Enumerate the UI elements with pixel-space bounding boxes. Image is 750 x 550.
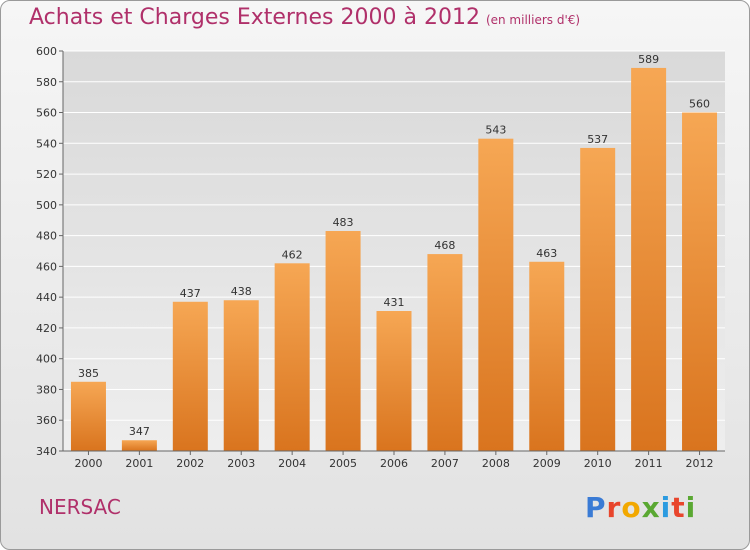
bar-2001: [121, 440, 157, 451]
bar-2003: [223, 300, 259, 451]
chart-title: Achats et Charges Externes 2000 à 2012 (e…: [29, 5, 580, 30]
bar-2011: [631, 67, 667, 451]
y-axis: 340 360 380 400 420 440 460 480 500 520 540 560 580 6…: [36, 45, 64, 458]
logo-letter: i: [660, 491, 672, 524]
y-tick-label: 360: [36, 414, 57, 427]
y-tick-label: 540: [36, 137, 57, 150]
bar-2004: [274, 263, 310, 451]
x-axis: 2000 2001 2002 2003 2004 2005 2006 2007 2008 2009…: [63, 450, 725, 470]
y-tick-label: 340: [36, 445, 57, 458]
bars: 385 347 437 438 462 483 431 468 543 463 537 589 560: [70, 53, 718, 452]
y-tick-label: 520: [36, 168, 57, 181]
value-label: 589: [638, 53, 659, 66]
bar-2006: [376, 311, 412, 451]
bar-2000: [70, 381, 106, 451]
logo-letter: P: [585, 491, 607, 524]
x-tick-label: 2001: [125, 457, 153, 470]
bar-2009: [529, 261, 565, 451]
x-tick-label: 2007: [431, 457, 459, 470]
x-tick-label: 2010: [584, 457, 612, 470]
value-label: 468: [434, 239, 455, 252]
bar-2012: [682, 112, 718, 452]
bar-2005: [325, 231, 361, 451]
x-tick-label: 2005: [329, 457, 357, 470]
logo-letter: x: [641, 491, 661, 524]
y-tick-label: 460: [36, 260, 57, 273]
x-tick-label: 2009: [533, 457, 561, 470]
logo-letter: o: [621, 491, 642, 524]
x-tick-label: 2008: [482, 457, 510, 470]
bar-2007: [427, 254, 463, 451]
commune-name: NERSAC: [39, 495, 121, 519]
y-tick-label: 380: [36, 383, 57, 396]
bar-2010: [580, 147, 616, 451]
value-label: 437: [180, 287, 201, 300]
value-label: 560: [689, 98, 710, 111]
title-text: Achats et Charges Externes 2000 à 2012: [29, 5, 480, 30]
x-tick-label: 2006: [380, 457, 408, 470]
x-tick-label: 2003: [227, 457, 255, 470]
value-label: 483: [333, 216, 354, 229]
chart-subtitle: (en milliers d'€): [485, 13, 581, 27]
value-label: 431: [384, 296, 405, 309]
bar-2002: [172, 301, 208, 451]
x-tick-label: 2004: [278, 457, 306, 470]
y-tick-label: 600: [36, 45, 57, 58]
y-tick-label: 420: [36, 322, 57, 335]
value-label: 462: [282, 248, 303, 261]
logo-letter: t: [671, 491, 686, 524]
y-tick-label: 500: [36, 199, 57, 212]
x-tick-label: 2000: [74, 457, 102, 470]
value-label: 438: [231, 285, 252, 298]
logo-letter: i: [685, 491, 697, 524]
bar-2008: [478, 138, 514, 451]
value-label: 463: [536, 247, 557, 260]
x-tick-label: 2011: [635, 457, 663, 470]
value-label: 385: [78, 367, 99, 380]
y-tick-label: 400: [36, 353, 57, 366]
x-tick-label: 2002: [176, 457, 204, 470]
x-tick-label: 2012: [686, 457, 714, 470]
y-tick-label: 580: [36, 76, 57, 89]
logo-letter: r: [606, 491, 622, 524]
proxiti-logo[interactable]: Proxiti: [585, 491, 696, 524]
y-tick-label: 480: [36, 230, 57, 243]
value-label: 537: [587, 133, 608, 146]
value-label: 543: [485, 124, 506, 137]
y-tick-label: 440: [36, 291, 57, 304]
value-label: 347: [129, 425, 150, 438]
y-tick-label: 560: [36, 107, 57, 120]
